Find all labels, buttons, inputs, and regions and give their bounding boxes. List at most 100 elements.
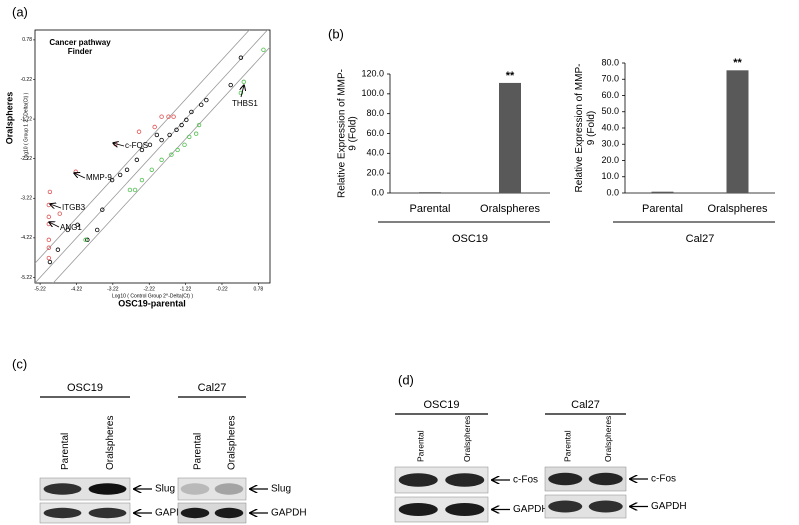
point [187,134,192,140]
y-axis-label: Log10 ( Group 1 2^-Delta(Ct) ) [23,92,29,160]
point [241,79,247,85]
x-tick-label: -1.22 [180,286,192,292]
point [95,227,100,233]
protein-label: Slug [271,484,291,495]
point [154,132,160,138]
point [46,214,52,220]
point [204,97,209,103]
blot-band [398,473,438,487]
blot-group-label: Cal27 [198,382,227,394]
point [127,187,133,193]
point [184,117,189,123]
lane-label: Oralspheres [462,416,472,462]
blot-band [398,503,438,516]
point [117,172,123,178]
blot-band [180,483,210,495]
point [85,237,90,243]
y-tick-label: 80.0 [601,57,619,67]
blot-band [43,483,82,495]
point [46,237,52,243]
protein-label: c-Fos [651,474,676,485]
y-tick-label: 0.0 [371,187,384,197]
plot-title: Cancer pathway Finder [49,38,111,57]
protein-label: Slug [155,484,175,495]
y-axis-label: Relative Expression of MMP-9 (Fold) [336,69,359,198]
point [179,122,184,128]
y-tick-label: -1.22 [21,116,33,122]
point [100,207,105,212]
fold-line [35,30,268,283]
point [166,114,171,119]
point [189,109,194,115]
protein-label: GAPDH [651,501,687,512]
point [238,55,244,60]
x-tick-label: Oralspheres [708,203,768,215]
blot-band [588,472,623,486]
y-tick-label: 20.0 [601,155,619,165]
gene-annotation: THBS1 [232,99,258,108]
point [132,187,138,193]
protein-label: GAPDH [155,508,191,519]
y-tick-label: 60.0 [366,128,384,138]
y-axis-label: Relative Expression of MMP-9 (Fold) [574,63,597,193]
point [193,131,199,136]
x-tick-label: -3.22 [107,286,119,292]
y-tick-label: 30.0 [601,139,619,149]
blot-band [180,507,210,519]
point [124,167,130,172]
group-label: Cal27 [686,233,715,245]
point [147,142,153,148]
blot-band [43,507,82,519]
blot-band [88,507,127,519]
point [228,82,233,88]
y-tick-label: 10.0 [601,171,619,181]
point [46,202,52,208]
point [159,157,164,163]
lane-label: Parental [60,433,71,470]
y-tick-label: 0.0 [606,187,619,197]
x-tick-label: -5.22 [34,286,46,292]
gene-annotation: MMP-9 [86,173,112,182]
y-tick-label: -3.22 [21,196,33,202]
point [109,177,115,183]
point [46,245,52,250]
y-tick-label: 40.0 [601,122,619,132]
lane-label: Oralspheres [105,416,116,470]
point [149,167,154,172]
y-tick-label: -4.22 [21,235,33,241]
point [196,122,202,128]
point [57,211,62,216]
x-tick-label: -4.22 [71,286,83,292]
panel-label: (c) [12,356,27,371]
outer-x-label: OSC19-parental [118,298,186,308]
point [55,247,61,252]
point [139,147,145,153]
y-tick-label: -2.22 [21,156,33,162]
point [261,47,266,52]
point [174,127,179,132]
point [65,227,70,233]
point [182,142,187,148]
x-tick-label: 0.78 [253,286,263,292]
point [199,102,204,108]
x-tick-label: Parental [410,203,451,215]
annotation-arrow [241,85,244,98]
y-tick-label: 40.0 [366,148,384,158]
y-tick-label: -5.22 [21,275,33,281]
y-tick-label: 70.0 [601,74,619,84]
blot-group-label: OSC19 [423,399,459,411]
y-tick-label: 60.0 [601,90,619,100]
point [159,114,164,119]
y-tick-label: 120.0 [361,68,384,78]
protein-label: GAPDH [271,508,307,519]
annotation-arrow [74,173,86,179]
point [136,129,142,134]
lane-label: Oralspheres [603,416,613,462]
fold-line [35,30,250,264]
lane-label: Oralspheres [227,416,238,470]
point [139,177,145,183]
x-tick-label: Oralspheres [480,203,540,215]
point [134,157,140,163]
point [175,147,180,153]
blot-band [214,507,244,519]
